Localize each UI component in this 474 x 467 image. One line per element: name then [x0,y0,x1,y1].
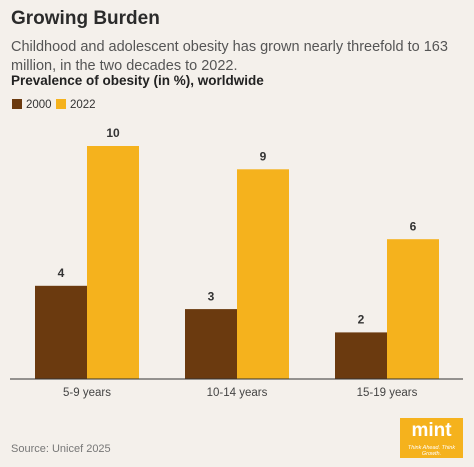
data-label: 4 [58,266,65,280]
data-label: 10 [106,126,120,140]
bar [35,285,87,379]
chart-subtitle: Childhood and adolescent obesity has gro… [11,39,448,74]
logo: mint Think Ahead. Think Growth. [400,418,463,458]
y-axis-label: Prevalence of obesity (in %), worldwide [11,73,264,88]
legend-swatch [56,99,66,109]
legend-swatch [12,99,22,109]
data-label: 9 [260,149,267,163]
bar [335,332,387,379]
legend-label: 2000 [26,99,52,111]
bar [387,239,439,379]
bar [237,169,289,379]
data-label: 3 [208,289,215,303]
logo-text: mint [411,420,452,441]
x-tick-label: 5-9 years [63,387,111,399]
data-label: 2 [358,313,365,327]
source: Source: Unicef 2025 [11,443,111,455]
x-tick-label: 10-14 years [207,387,268,399]
logo-tagline: Think Ahead. Think Growth. [407,445,456,457]
x-tick-label: 15-19 years [357,387,418,399]
bar [185,309,237,379]
bar [87,146,139,379]
legend-label: 2022 [70,99,96,111]
chart-title: Growing Burden [11,8,160,29]
data-label: 6 [410,219,417,233]
